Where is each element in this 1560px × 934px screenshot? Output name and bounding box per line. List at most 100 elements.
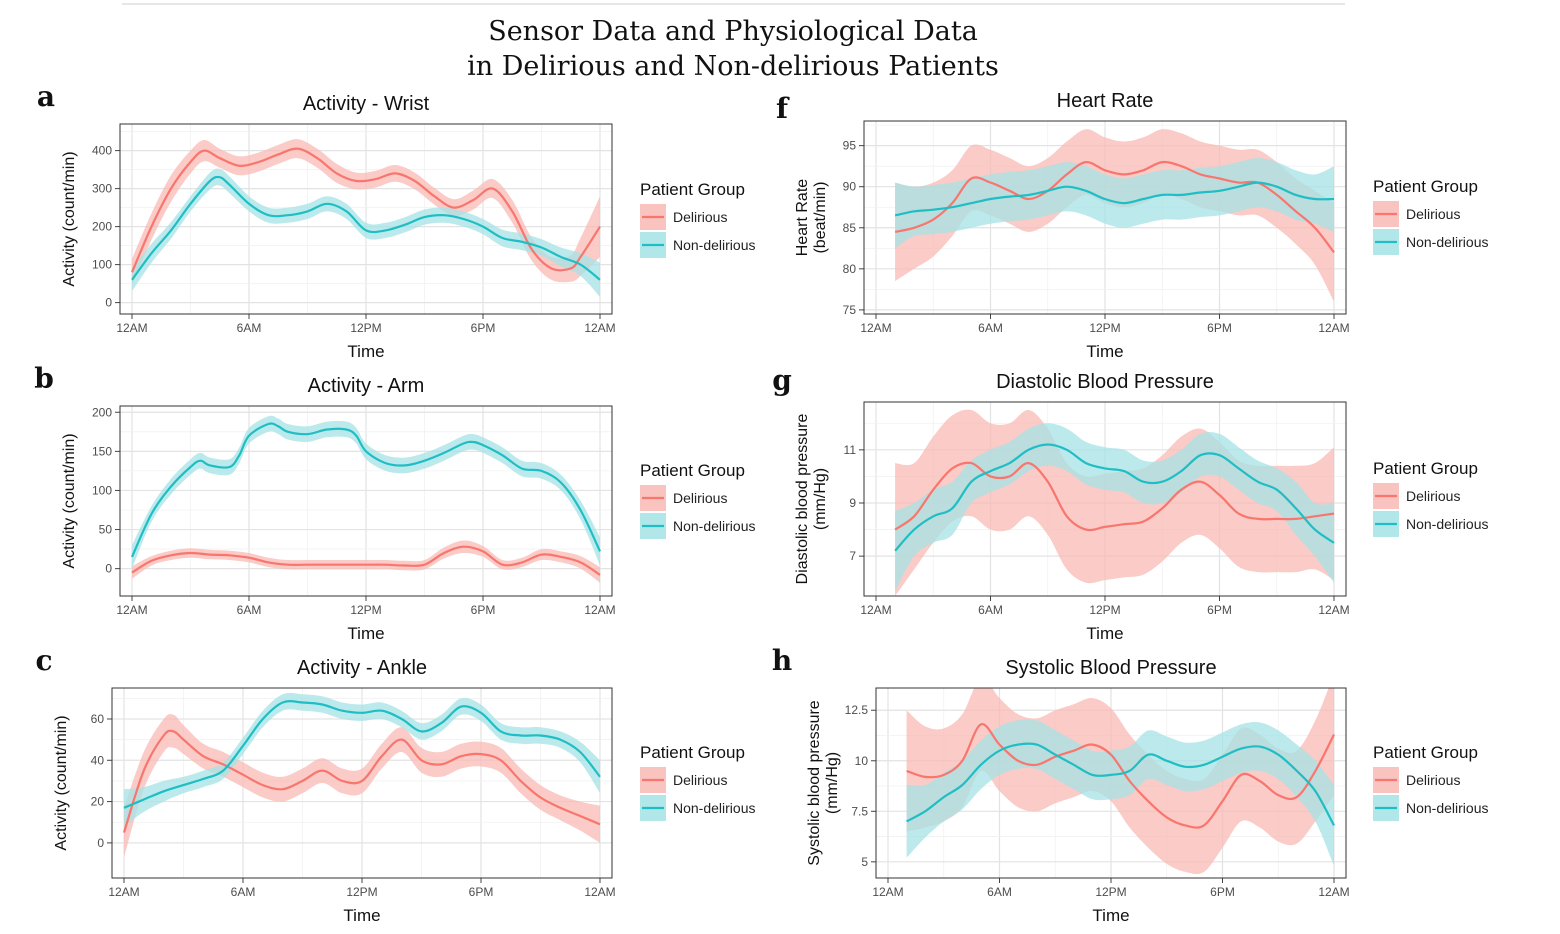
series-line-delirious [906, 723, 1335, 829]
figure-title-line2: in Delirious and Non-delirious Patients [467, 51, 999, 82]
series-line-non-delirious [123, 700, 601, 809]
y-axis-label-line: (beat/min) [812, 181, 829, 253]
series-line-non-delirious [906, 742, 1335, 826]
plot-series [122, 692, 601, 858]
legend-item-non-delirious: Non-delirious [1406, 516, 1488, 532]
figure-title-line1: Sensor Data and Physiological Data [488, 16, 978, 47]
y-axis-label-line: (mm/Hg) [824, 752, 841, 814]
y-tick-label: 12.5 [845, 703, 869, 717]
legend-item-delirious: Delirious [1406, 772, 1460, 788]
y-axis-label-line: (mm/Hg) [812, 468, 829, 530]
x-tick-label: 6AM [237, 603, 262, 617]
x-tick-label: 12AM [860, 603, 891, 617]
x-tick-label: 12AM [584, 885, 615, 899]
y-tick-label: 75 [843, 303, 857, 317]
y-tick-label: 5 [861, 855, 868, 869]
legend-title: Patient Group [1373, 459, 1478, 478]
plot-frame [111, 687, 613, 879]
x-tick-label: 6PM [469, 885, 494, 899]
chart-panel-a: a Activity - Wrist 12AM 6AM 12PM 6PM 12AM 0 100 2… [37, 80, 756, 361]
y-axis-label-line: Heart Rate [794, 179, 811, 256]
x-tick-label: 6AM [237, 321, 262, 335]
x-tick-label: 6AM [231, 885, 256, 899]
y-tick-label: 50 [99, 523, 113, 537]
y-tick-label: 85 [843, 221, 857, 235]
y-tick-label: 200 [92, 405, 112, 419]
legend-item-non-delirious: Non-delirious [673, 237, 755, 253]
y-axis-label: Activity (count/min) [53, 715, 70, 850]
chart-panel-g: g Diastolic Blood Pressure 12AM 6AM 12PM 6PM 1… [772, 364, 1488, 643]
x-tick-label: 6PM [1210, 885, 1235, 899]
x-tick-label: 12PM [1089, 603, 1120, 617]
y-tick-label: 20 [91, 795, 105, 809]
y-tick-label: 10 [855, 754, 869, 768]
confidence-band-delirious [124, 714, 600, 858]
x-tick-label: 12PM [350, 321, 381, 335]
series-line-delirious [122, 729, 601, 833]
confidence-band-non-delirious [124, 692, 600, 827]
confidence-band-non-delirious [906, 719, 1334, 866]
y-tick-label: 9 [849, 496, 856, 510]
panel-letter-c: c [35, 644, 52, 677]
x-tick-label: 6PM [471, 321, 496, 335]
panel-title-a: Activity - Wrist [303, 93, 430, 115]
plot-frame [119, 123, 613, 315]
panel-letter-g: g [772, 364, 792, 397]
y-tick-label: 0 [105, 562, 112, 576]
y-tick-label: 60 [91, 712, 105, 726]
x-tick-label: 12AM [584, 603, 615, 617]
legend-item-non-delirious: Non-delirious [1406, 800, 1488, 816]
y-tick-label: 0 [105, 296, 112, 310]
x-axis-label: Time [1092, 906, 1129, 925]
legend-item-non-delirious: Non-delirious [1406, 234, 1488, 250]
x-axis-label: Time [347, 624, 384, 643]
x-tick-label: 12PM [1089, 321, 1120, 335]
chart-panel-h: h Systolic Blood Pressure 12AM 6AM 12PM 6PM 12… [772, 644, 1489, 925]
series-line-non-delirious [130, 422, 601, 558]
y-tick-label: 40 [91, 753, 105, 767]
plot-frame [875, 687, 1347, 879]
confidence-band-delirious [132, 139, 600, 286]
plot-series [130, 139, 601, 297]
series-line-non-delirious [894, 181, 1335, 217]
legend-item-delirious: Delirious [673, 209, 727, 225]
plot-series [906, 688, 1335, 875]
x-tick-label: 12AM [1318, 321, 1349, 335]
y-tick-label: 80 [843, 262, 857, 276]
y-axis-label: Activity (count/min) [61, 433, 78, 568]
series-line-delirious [894, 461, 1335, 532]
confidence-band-non-delirious [132, 168, 600, 297]
x-tick-label: 12AM [860, 321, 891, 335]
legend-item-non-delirious: Non-delirious [673, 518, 755, 534]
legend-title: Patient Group [640, 180, 745, 199]
x-axis-label: Time [1086, 342, 1123, 361]
x-axis-label: Time [343, 906, 380, 925]
legend-title: Patient Group [1373, 177, 1478, 196]
panel-title-b: Activity - Arm [308, 375, 425, 397]
plot-series [130, 415, 601, 583]
legend-item-non-delirious: Non-delirious [673, 800, 755, 816]
x-tick-label: 12PM [350, 603, 381, 617]
y-tick-label: 95 [843, 139, 857, 153]
y-tick-label: 150 [92, 444, 112, 458]
panel-title-g: Diastolic Blood Pressure [996, 371, 1214, 393]
series-line-delirious [130, 147, 601, 273]
x-tick-label: 12PM [346, 885, 377, 899]
x-tick-label: 12AM [108, 885, 139, 899]
legend-item-delirious: Delirious [1406, 206, 1460, 222]
y-tick-label: 0 [97, 836, 104, 850]
x-tick-label: 12AM [116, 603, 147, 617]
plot-series [894, 409, 1335, 596]
panel-letter-h: h [772, 644, 792, 677]
series-line-non-delirious [131, 175, 601, 281]
x-axis-label: Time [1086, 624, 1123, 643]
legend-item-delirious: Delirious [673, 772, 727, 788]
y-tick-label: 7.5 [851, 804, 868, 818]
x-tick-label: 6AM [978, 603, 1003, 617]
y-tick-label: 11 [844, 443, 857, 457]
chart-panel-b: b Activity - Arm 12AM 6AM 12PM 6PM 12AM 0 50 100 1… [34, 362, 755, 643]
plot-frame [863, 401, 1347, 597]
